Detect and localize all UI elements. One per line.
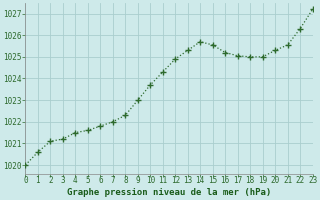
X-axis label: Graphe pression niveau de la mer (hPa): Graphe pression niveau de la mer (hPa) [67, 188, 271, 197]
